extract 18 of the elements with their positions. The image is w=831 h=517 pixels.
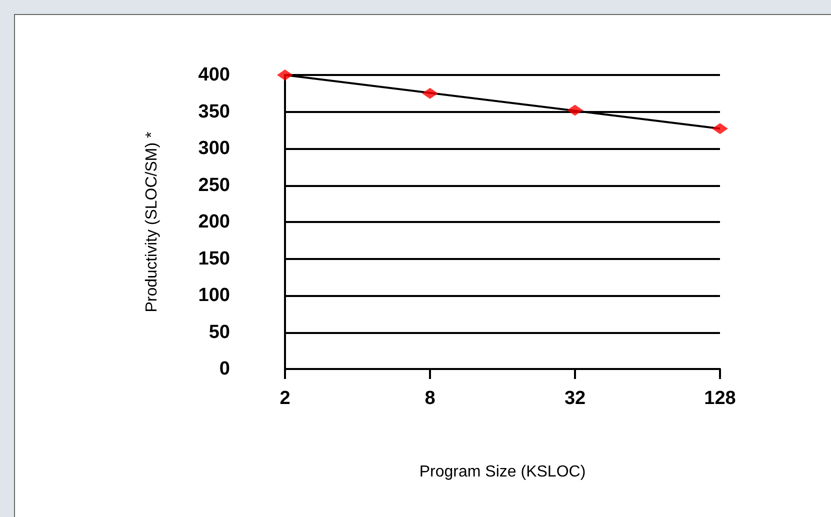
- y-tick-label: 350: [198, 101, 230, 122]
- point: [567, 104, 583, 116]
- x-axis-title: Program Size (KSLOC): [419, 464, 586, 480]
- y-axis-title: Productivity (SLOC/SM) *: [144, 132, 160, 312]
- x-tick-label: 128: [704, 388, 736, 409]
- y-tick-label: 0: [219, 358, 230, 380]
- x-tick-label: 2: [280, 388, 290, 409]
- point: [422, 88, 438, 99]
- y-tick-label: 100: [198, 285, 230, 306]
- y-tick-label: 50: [208, 322, 230, 343]
- y-tick-label: 250: [198, 174, 230, 196]
- y-tick-label: 200: [198, 212, 230, 232]
- x-tick-label: 32: [564, 388, 586, 409]
- x-tick-label: 8: [424, 388, 436, 409]
- point: [712, 123, 728, 134]
- y-tick-label: 150: [198, 248, 230, 270]
- y-tick-label: 400: [198, 64, 230, 86]
- y-tick-label: 300: [198, 138, 230, 159]
